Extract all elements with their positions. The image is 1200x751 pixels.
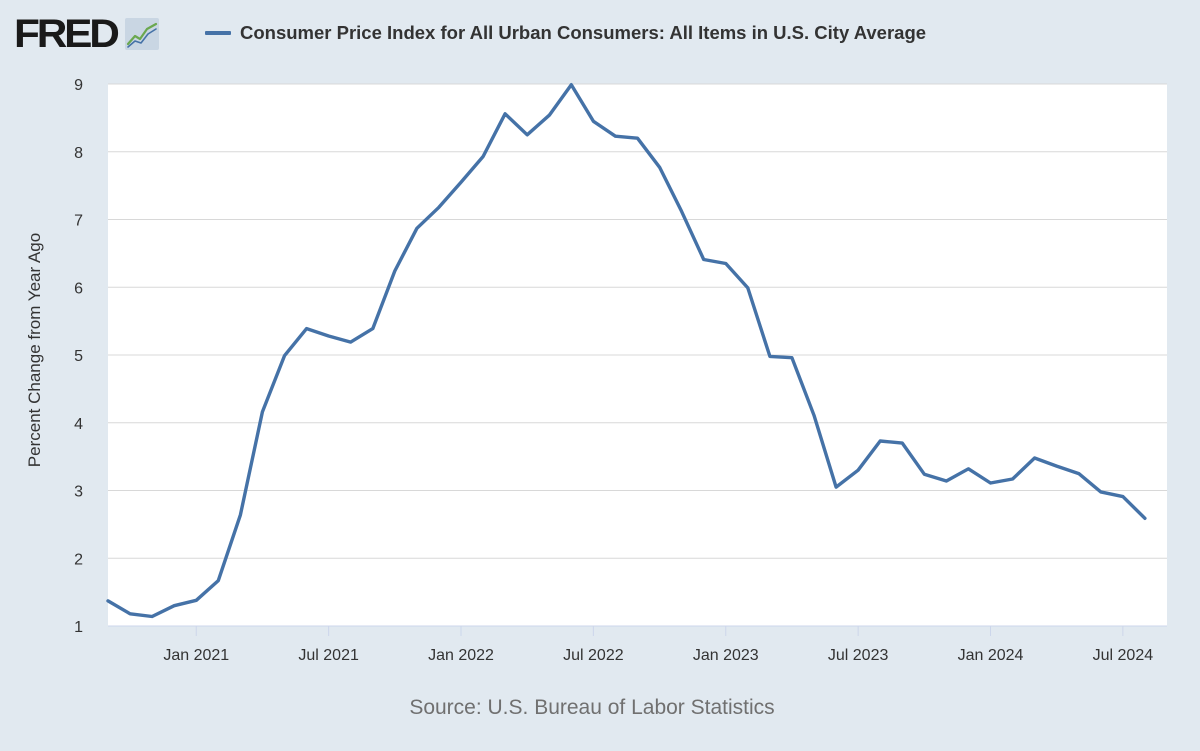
data-point[interactable]: 2023-12: 3.32 [964, 465, 972, 473]
data-point[interactable]: 2023-05: 4.11 [810, 411, 818, 419]
data-point[interactable]: 2020-09: 1.37 [104, 597, 112, 605]
y-tick-label: 5 [74, 348, 83, 365]
data-point[interactable]: 2024-06: 2.98 [1097, 488, 1105, 496]
y-tick-label: 9 [74, 77, 83, 94]
data-point[interactable]: 2021-11: 6.87 [413, 224, 421, 232]
y-tick-label: 6 [74, 280, 83, 297]
data-point[interactable]: 2022-11: 7.12 [678, 207, 686, 215]
data-point[interactable]: 2021-07: 5.28 [325, 332, 333, 340]
x-tick-label: Jul 2021 [298, 647, 359, 664]
y-tick-label: 2 [74, 551, 83, 568]
data-point[interactable]: 2023-06: 3.05 [832, 483, 840, 491]
data-point[interactable]: 2022-09: 8.2 [634, 134, 642, 142]
data-point[interactable]: 2020-11: 1.14 [148, 613, 156, 621]
data-point[interactable]: 2021-08: 5.19 [347, 338, 355, 346]
data-point[interactable]: 2024-01: 3.11 [987, 479, 995, 487]
x-tick-label: Jan 2024 [958, 647, 1024, 664]
data-point[interactable]: 2022-12: 6.41 [700, 256, 708, 264]
data-point[interactable]: 2021-03: 2.64 [236, 511, 244, 519]
data-point[interactable]: 2021-09: 5.39 [369, 325, 377, 333]
data-point[interactable]: 2021-10: 6.24 [391, 267, 399, 275]
chart-header: FRED Consumer Price Index for All Urban … [0, 0, 1200, 70]
data-point[interactable]: 2022-04: 8.25 [523, 131, 531, 139]
y-tick-label: 7 [74, 213, 83, 230]
x-tick-label: Jan 2023 [693, 647, 759, 664]
legend-swatch [205, 31, 231, 35]
y-axis-title: Percent Change from Year Ago [25, 233, 44, 467]
fred-logo-text: FRED [14, 12, 120, 56]
data-point[interactable]: 2022-03: 8.56 [501, 110, 509, 118]
data-point[interactable]: 2024-05: 3.25 [1075, 470, 1083, 478]
data-point[interactable]: 2022-07: 8.45 [589, 117, 597, 125]
data-point[interactable]: 2021-01: 1.38 [192, 596, 200, 604]
data-point[interactable]: 2022-01: 7.55 [457, 178, 465, 186]
legend-label: Consumer Price Index for All Urban Consu… [240, 22, 927, 43]
data-point[interactable]: 2022-06: 8.99 [567, 81, 575, 89]
x-axis-tick-labels: Jan 2021 Jul 2021 Jan 2022 Jul 2022 Jan 2023… [163, 647, 1153, 664]
data-point[interactable]: 2023-11: 3.14 [942, 477, 950, 485]
data-point[interactable]: 2023-08: 3.73 [876, 437, 884, 445]
y-tick-label: 8 [74, 145, 83, 162]
y-tick-label: 3 [74, 484, 83, 501]
data-point[interactable]: 2024-04: 3.36 [1053, 462, 1061, 470]
data-point[interactable]: 2020-10: 1.18 [126, 610, 134, 618]
x-tick-label: Jul 2024 [1093, 647, 1154, 664]
data-point[interactable]: 2023-09: 3.7 [898, 439, 906, 447]
data-point[interactable]: 2021-04: 4.16 [258, 408, 266, 416]
x-tick-label: Jan 2021 [163, 647, 229, 664]
data-point[interactable]: 2023-02: 5.99 [744, 284, 752, 292]
series-line-cpi[interactable] [106, 83, 1147, 619]
data-point[interactable]: 2021-02: 1.67 [214, 577, 222, 585]
data-point[interactable]: 2020-12: 1.3 [170, 602, 178, 610]
x-tick-label: Jan 2022 [428, 647, 494, 664]
data-point[interactable]: 2024-02: 3.17 [1009, 475, 1017, 483]
data-point[interactable]: 2021-05: 4.99 [281, 352, 289, 360]
x-tick-label: Jul 2022 [563, 647, 624, 664]
data-point[interactable]: 2024-03: 3.48 [1031, 454, 1039, 462]
trend-line-icon [124, 18, 159, 50]
data-point[interactable]: 2023-07: 3.3 [854, 466, 862, 474]
source-note: Source: U.S. Bureau of Labor Statistics [409, 696, 775, 719]
data-point[interactable]: 2021-06: 5.39 [303, 325, 311, 333]
data-point[interactable]: 2024-08: 2.59 [1141, 514, 1149, 522]
data-point[interactable]: 2023-01: 6.35 [722, 260, 730, 268]
x-tick-label: Jul 2023 [828, 647, 889, 664]
data-point[interactable]: 2021-12: 7.18 [435, 203, 443, 211]
data-point[interactable]: 2024-07: 2.91 [1119, 493, 1127, 501]
data-point[interactable]: 2022-10: 7.77 [656, 163, 664, 171]
x-axis-tick-marks [195, 626, 1124, 636]
y-tick-label: 4 [74, 416, 83, 433]
data-point[interactable]: 2023-04: 4.96 [788, 354, 796, 362]
chart-legend: Consumer Price Index for All Urban Consu… [205, 20, 926, 46]
data-point[interactable]: 2022-02: 7.93 [479, 153, 487, 161]
data-point[interactable]: 2023-10: 3.24 [920, 470, 928, 478]
y-tick-label: 1 [74, 619, 83, 636]
fred-logo[interactable]: FRED [14, 12, 159, 56]
data-point[interactable]: 2023-03: 4.98 [766, 352, 774, 360]
y-axis-tick-labels: 1 2 3 4 5 6 7 8 9 [74, 77, 83, 636]
data-point[interactable]: 2022-05: 8.54 [545, 111, 553, 119]
data-point[interactable]: 2022-08: 8.23 [611, 132, 619, 140]
